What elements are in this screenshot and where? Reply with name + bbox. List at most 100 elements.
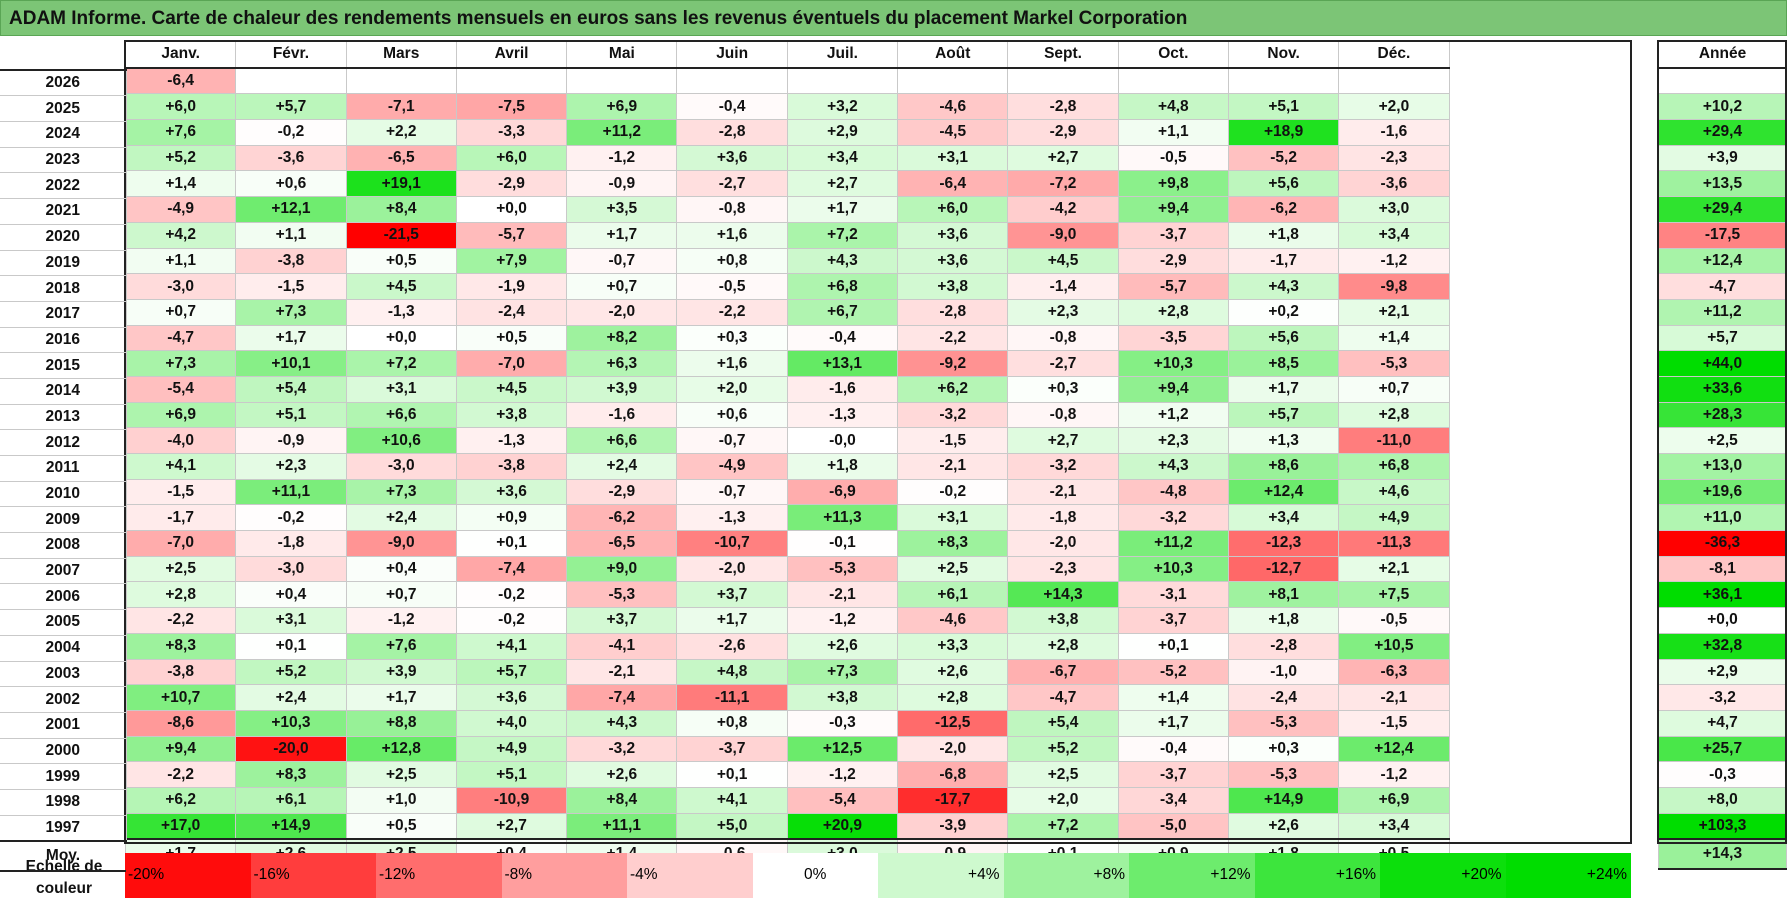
heat-cell: +0,0	[345, 324, 457, 352]
heat-cell: +8,1	[1227, 581, 1340, 609]
table-row: +7,3 +10,1 +7,2 -7,0 +6,3 +1,6 +13,1 -9,2 -2,7 +1…	[124, 350, 1450, 377]
annual-cell: +29,4	[1658, 196, 1787, 223]
heat-cell: -2,1	[1007, 478, 1119, 506]
heat-cell: +4,1	[676, 786, 788, 814]
heat-cell	[345, 67, 457, 95]
heat-cell: -1,3	[455, 427, 568, 454]
month-header: Juil.	[786, 40, 899, 69]
annual-cell	[1658, 67, 1787, 95]
heat-cell: -2,1	[786, 581, 899, 609]
heat-cell: -2,3	[1007, 555, 1119, 583]
heat-cell: -0,9	[566, 170, 678, 198]
annual-cell: +12,4	[1658, 247, 1787, 275]
heat-cell: -12,3	[1227, 530, 1340, 557]
heat-cell: +6,8	[1338, 453, 1450, 480]
heat-cell: -4,8	[1117, 478, 1229, 506]
heat-cell	[455, 67, 568, 95]
table-row: -6,4	[124, 67, 1450, 95]
annual-cell: +29,4	[1658, 119, 1787, 146]
heat-cell	[786, 67, 899, 95]
month-header: Févr.	[235, 40, 347, 69]
heat-cell: -6,4	[897, 170, 1009, 198]
heat-cell	[235, 67, 347, 95]
heat-cell: +0,8	[676, 247, 788, 275]
heat-cell: +3,7	[566, 607, 678, 634]
table-row: -2,2 +8,3 +2,5 +5,1 +2,6 +0,1 -1,2 -6,8 +2,5 -3,7…	[124, 761, 1450, 788]
heat-cell	[1227, 67, 1340, 95]
heat-cell: -3,8	[235, 247, 347, 275]
color-scale-value: -16%	[253, 866, 290, 883]
year-label: 2010	[0, 480, 127, 508]
year-label: 2022	[0, 172, 127, 200]
month-header: Déc.	[1338, 40, 1450, 69]
heat-cell: +8,8	[345, 709, 457, 737]
title-bar: ADAM Informe. Carte de chaleur des rende…	[0, 0, 1787, 36]
heat-cell: +5,2	[1007, 735, 1119, 763]
month-header: Sept.	[1007, 40, 1119, 69]
year-label: 2002	[0, 686, 127, 713]
heat-cell: +0,7	[124, 298, 237, 326]
month-header: Janv.	[124, 40, 237, 69]
month-header: Nov.	[1227, 40, 1340, 69]
table-row: +0,7 +7,3 -1,3 -2,4 -2,0 -2,2 +6,7 -2,8 +2,3 +2,8…	[124, 298, 1450, 326]
heat-cell: -1,2	[786, 761, 899, 788]
heat-cell: +4,9	[455, 735, 568, 763]
heat-cell: -2,8	[676, 119, 788, 146]
heat-cell: -2,8	[897, 298, 1009, 326]
heat-cell: -9,0	[345, 530, 457, 557]
heat-cell: +2,0	[1338, 93, 1450, 121]
heat-cell: -4,0	[124, 427, 237, 454]
heat-cell: +2,8	[1007, 632, 1119, 660]
heat-cell: +10,7	[124, 684, 237, 711]
heat-cell: +2,6	[1227, 812, 1340, 840]
heat-cell: +0,7	[1338, 375, 1450, 403]
heat-cell: -0,8	[1007, 324, 1119, 352]
heat-cell: +5,7	[455, 658, 568, 686]
heat-cell: +6,9	[124, 401, 237, 429]
table-row: +6,2 +6,1 +1,0 -10,9 +8,4 +4,1 -5,4 -17,7 +2,0 -3…	[124, 786, 1450, 814]
table-row: +17,0 +14,9 +0,5 +2,7 +11,1 +5,0 +20,9 -3,9 +7,2…	[124, 812, 1450, 840]
heat-cell: +10,3	[1117, 350, 1229, 377]
heat-cell: +2,8	[897, 684, 1009, 711]
heat-cell: -6,8	[897, 761, 1009, 788]
heat-cell: +2,7	[455, 812, 568, 840]
heatmap-table: Janv. Févr. Mars Avril Mai Juin Juil. Août Sept.…	[124, 40, 1450, 871]
year-label: 2023	[0, 146, 127, 174]
heat-cell: +3,4	[1338, 812, 1450, 840]
heat-cell: +2,3	[1007, 298, 1119, 326]
heat-cell: +3,0	[1338, 196, 1450, 223]
heat-cell: -12,7	[1227, 555, 1340, 583]
heat-cell: +9,8	[1117, 170, 1229, 198]
heat-cell: +6,7	[786, 298, 899, 326]
annual-cell: +25,7	[1658, 735, 1787, 763]
heat-cell: -0,4	[1117, 735, 1229, 763]
table-row: -8,6 +10,3 +8,8 +4,0 +4,3 +0,8 -0,3 -12,5 +5,4 +1…	[124, 709, 1450, 737]
heat-cell: +0,7	[345, 581, 457, 609]
year-label: 1999	[0, 763, 127, 790]
heat-cell: +2,8	[124, 581, 237, 609]
heat-cell: +7,3	[235, 298, 347, 326]
heat-cell: -3,2	[1117, 504, 1229, 532]
heat-cell: +3,4	[786, 144, 899, 172]
heat-cell: +0,3	[1007, 375, 1119, 403]
heat-cell: +0,6	[676, 401, 788, 429]
annual-cell: +4,7	[1658, 709, 1787, 737]
annual-cell: -36,3	[1658, 530, 1787, 557]
heat-cell: -2,1	[566, 658, 678, 686]
annual-cell: +8,0	[1658, 786, 1787, 814]
heat-cell: +2,5	[1007, 761, 1119, 788]
year-label: 2005	[0, 609, 127, 636]
heat-cell: -8,6	[124, 709, 237, 737]
color-scale-swatch: +12%	[1129, 853, 1255, 898]
year-label: 2021	[0, 198, 127, 225]
heat-cell: +1,7	[235, 324, 347, 352]
year-label: 2014	[0, 377, 127, 405]
heat-cell: +7,3	[345, 478, 457, 506]
heat-cell: +5,4	[1007, 709, 1119, 737]
annual-cell: +2,5	[1658, 427, 1787, 454]
heat-cell: +0,4	[345, 555, 457, 583]
heat-cell: -0,0	[786, 427, 899, 454]
heat-cell: -7,5	[455, 93, 568, 121]
year-label: 1997	[0, 814, 127, 842]
year-label: 2017	[0, 300, 127, 328]
